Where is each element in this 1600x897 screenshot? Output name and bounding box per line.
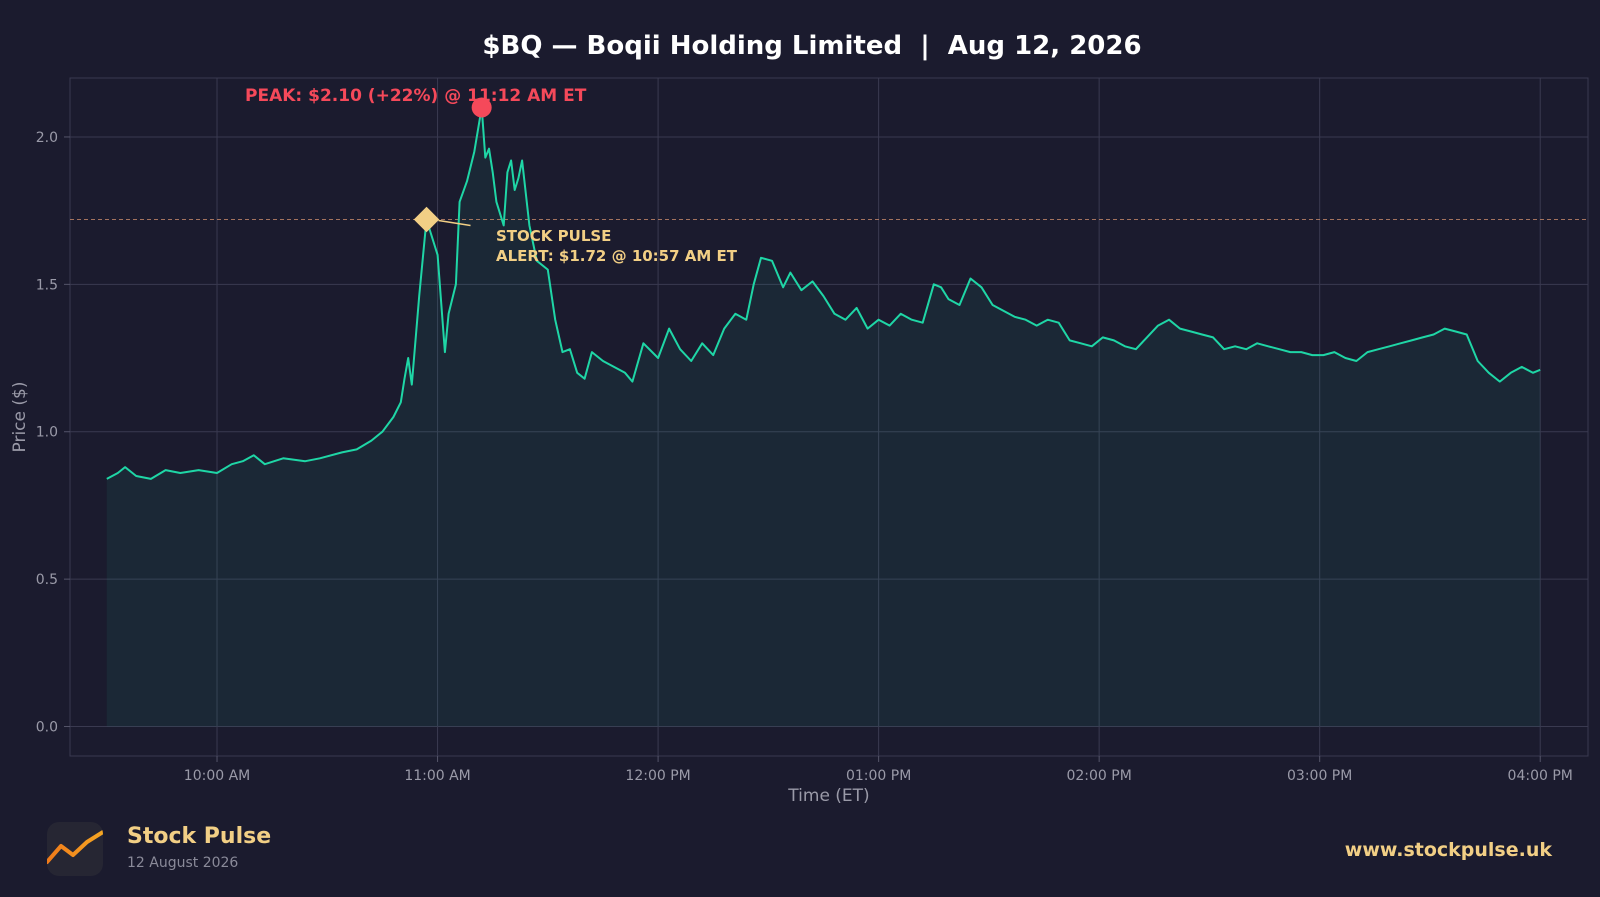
peak-dot-marker (471, 97, 492, 118)
grid (70, 78, 1588, 756)
y-tick-label: 0.0 (36, 720, 58, 736)
peak-annotation-label: PEAK: $2.10 (+22%) @ 11:12 AM ET (245, 86, 587, 106)
y-tick-label: 0.5 (36, 572, 58, 588)
alert-annotation-detail: ALERT: $1.72 @ 10:57 AM ET (496, 247, 738, 265)
plot-frame (69, 77, 1589, 757)
price-area-group (106, 107, 1541, 727)
x-tick-label: 12:00 PM (625, 768, 690, 784)
chart-title: $BQ — Boqii Holding Limited | Aug 12, 20… (482, 31, 1141, 61)
y-tick-label: 1.0 (36, 425, 58, 441)
y-axis-label: Price ($) (10, 382, 30, 453)
price-area-fill (106, 107, 1541, 727)
price-line-group (106, 106, 1541, 480)
brand-name: Stock Pulse (127, 824, 272, 849)
brand-date: 12 August 2026 (127, 855, 239, 871)
x-tick-label: 03:00 PM (1287, 768, 1352, 784)
x-tick-label: 04:00 PM (1508, 768, 1573, 784)
y-tick-label: 2.0 (36, 130, 58, 146)
price-line (106, 106, 1541, 480)
website-link[interactable]: www.stockpulse.uk (1344, 839, 1552, 861)
annotations: PEAK: $2.10 (+22%) @ 11:12 AM ET STOCK P… (245, 86, 738, 265)
x-tick-label: 02:00 PM (1066, 768, 1131, 784)
axis-ticks: 0.0 0.5 1.0 1.5 2.0 10:00 AM 11:00 AM 12:00 PM 0… (36, 130, 1573, 784)
alert-annotation-title: STOCK PULSE (496, 227, 611, 245)
y-tick-label: 1.5 (36, 277, 58, 293)
x-tick-label: 10:00 AM (184, 768, 250, 784)
alert-diamond-marker (413, 206, 440, 233)
alert-connector-line (438, 219, 471, 227)
trend-line-icon (47, 822, 103, 876)
x-tick-label: 01:00 PM (846, 768, 911, 784)
x-tick-label: 11:00 AM (404, 768, 470, 784)
x-axis-label: Time (ET) (787, 786, 869, 806)
